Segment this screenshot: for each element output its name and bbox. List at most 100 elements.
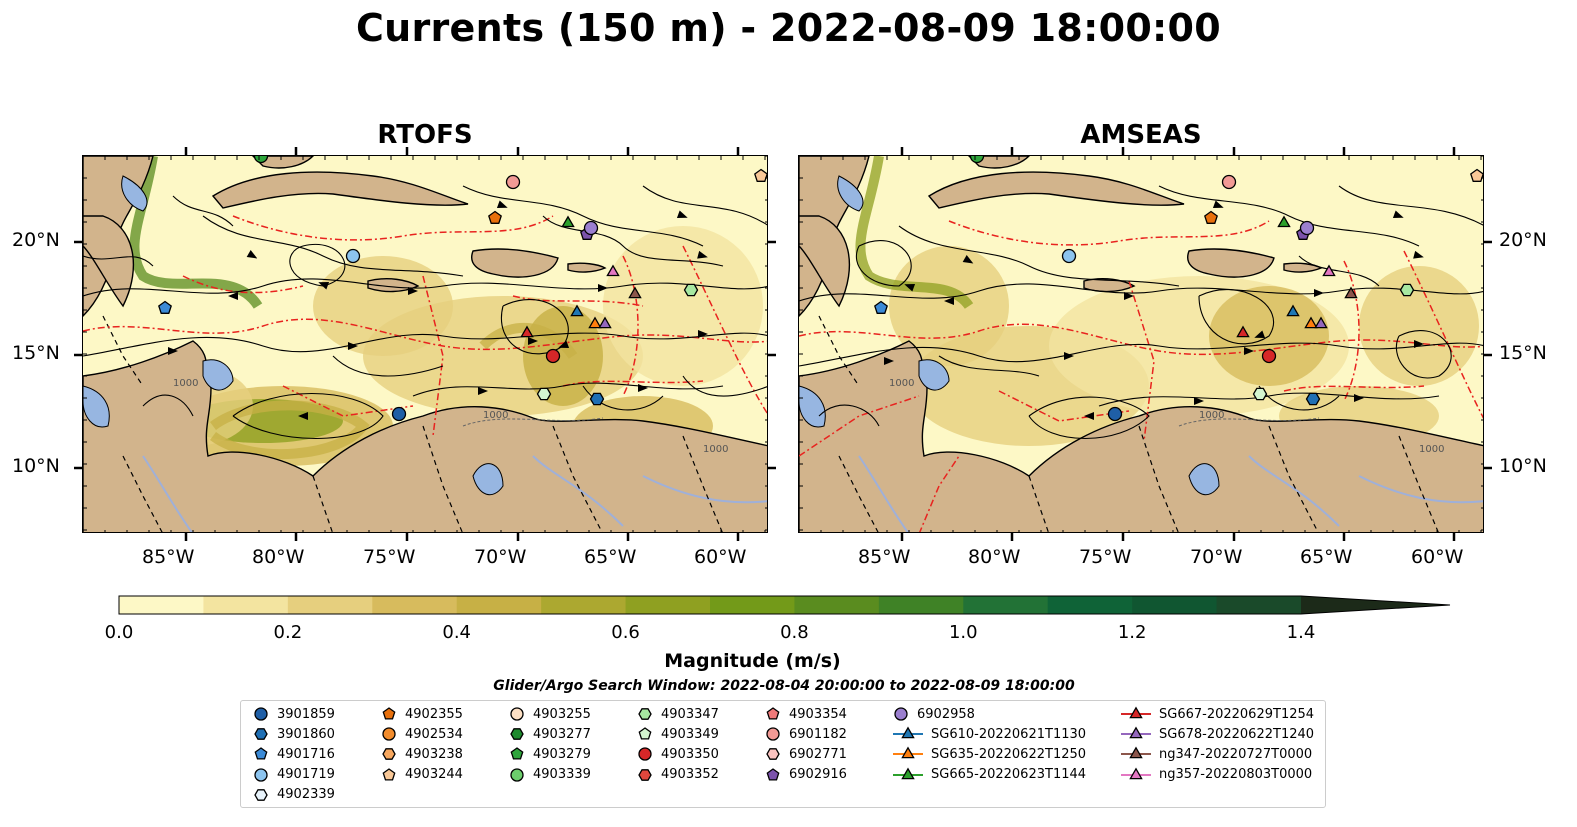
observation-marker <box>561 215 575 228</box>
platform-legend: 3901859 3901860 4901716 4901719 4902339 49023… <box>240 700 1326 808</box>
legend-item: 3901860 <box>253 726 335 742</box>
legend-triangle-marker <box>901 726 915 739</box>
streamline-arrow <box>528 337 538 345</box>
legend-item: ng357-20220803T0000 <box>1121 767 1312 783</box>
land-mass <box>968 156 1030 169</box>
country-border <box>838 455 879 532</box>
colorbar-tick-label: 0.2 <box>273 622 303 643</box>
streamline-arrow <box>1194 397 1204 405</box>
lon-label-65w-left: 65°W <box>584 546 637 568</box>
observation-marker <box>588 316 602 329</box>
streamline-arrow <box>496 200 508 209</box>
legend-label: 6901182 <box>789 726 847 742</box>
observation-marker <box>345 248 361 264</box>
legend-item: SG667-20220629T1254 <box>1121 706 1314 722</box>
colorbar-label: Magnitude (m/s) <box>664 650 841 672</box>
search-window-text: Glider/Argo Search Window: 2022-08-04 20… <box>493 678 1075 694</box>
streamline <box>83 255 154 267</box>
legend-marker <box>510 767 524 782</box>
land-mass <box>1283 262 1323 273</box>
legend-marker <box>766 767 780 781</box>
streamline <box>582 385 664 411</box>
depth-contour-label: 1000 <box>1419 444 1444 455</box>
legend-item: 4903244 <box>381 767 463 783</box>
country-border <box>1028 475 1049 532</box>
streamline-arrow <box>1212 200 1224 209</box>
legend-label: 4903339 <box>533 767 591 783</box>
legend-marker <box>894 707 908 721</box>
legend-marker <box>382 707 396 720</box>
legend-marker <box>766 748 780 761</box>
legend-marker <box>766 727 780 741</box>
legend-label: 4903349 <box>661 726 719 742</box>
river <box>858 455 909 532</box>
streamline-arrow <box>1314 289 1324 297</box>
eez-boundary <box>948 220 1270 246</box>
legend-marker <box>510 728 524 741</box>
streamline <box>172 195 234 227</box>
streamline-arrow <box>408 287 418 295</box>
streamline <box>1298 255 1380 287</box>
legend-item: 4901716 <box>253 746 335 762</box>
magnitude-colorbar <box>118 595 1454 621</box>
depth-contour-label: 1000 <box>703 444 728 455</box>
river <box>1248 455 1340 527</box>
legend-label: 6902771 <box>789 746 847 762</box>
country-border <box>312 475 333 532</box>
colorbar-tick-label: 1.2 <box>1117 622 1147 643</box>
country-border <box>422 425 463 532</box>
rtofs-current-map[interactable]: 1000 1000 1000 <box>82 155 768 533</box>
speed-patch <box>313 256 453 356</box>
observation-marker <box>1399 283 1415 297</box>
lon-label-75w-left: 75°W <box>363 546 416 568</box>
eez-boundary <box>622 255 639 397</box>
streamline <box>818 404 880 427</box>
country-border <box>122 455 163 532</box>
legend-marker <box>254 767 268 782</box>
observation-marker <box>1299 220 1315 236</box>
depth-contour-label: 1000 <box>173 378 198 389</box>
streamline-arrow <box>1084 412 1094 420</box>
colorbar-extend-arrow <box>1301 596 1450 614</box>
colorbar-tick-label: 0.4 <box>442 622 472 643</box>
water-body <box>121 175 148 212</box>
observation-marker <box>1061 248 1077 264</box>
land-mass <box>799 215 851 308</box>
eez-boundary <box>512 295 644 307</box>
legend-triangle-marker <box>1129 726 1143 739</box>
depth-contour-label: 1000 <box>1199 410 1224 421</box>
river <box>642 475 767 504</box>
observation-marker <box>1261 348 1277 364</box>
observation-marker <box>488 210 502 224</box>
colorbar-segment <box>119 596 204 614</box>
observation-marker <box>1204 210 1218 224</box>
legend-item: 4903349 <box>637 726 719 742</box>
legend-marker <box>382 748 396 761</box>
legend-marker <box>382 727 396 741</box>
streamline-arrow <box>1244 347 1254 355</box>
legend-item: 4902355 <box>381 706 463 722</box>
observation-marker <box>570 304 584 317</box>
legend-item: SG635-20220622T1250 <box>893 746 1086 762</box>
observation-marker <box>1314 316 1328 329</box>
land-mass <box>1187 248 1275 278</box>
speed-patch <box>1359 266 1479 386</box>
lat-label-20n-right: 20°N <box>1499 229 1547 251</box>
depth-contour <box>462 417 604 427</box>
legend-item: 4903354 <box>765 706 847 722</box>
streamline <box>1028 396 1150 439</box>
legend-label: 4901719 <box>277 767 335 783</box>
observation-marker <box>1470 168 1483 182</box>
legend-item: SG610-20220621T1130 <box>893 726 1086 742</box>
streamline-arrow <box>1254 330 1266 339</box>
amseas-current-map[interactable]: 1000 1000 1000 <box>798 155 1484 533</box>
observation-marker <box>545 348 561 364</box>
legend-label: 4903279 <box>533 746 591 762</box>
streamline <box>799 283 1483 302</box>
observation-marker <box>253 156 269 164</box>
observation-marker <box>969 156 985 164</box>
streamline-arrow <box>698 330 708 338</box>
observation-marker <box>606 264 620 277</box>
colorbar-segment <box>710 596 795 614</box>
observation-marker <box>1107 406 1123 422</box>
